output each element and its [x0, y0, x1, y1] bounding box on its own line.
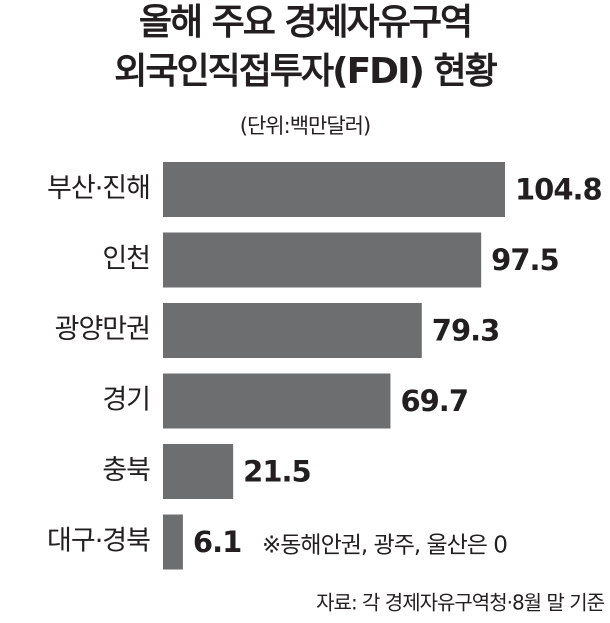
category-label: 부산·진해 [47, 173, 150, 204]
value-label: 69.7 [400, 384, 468, 418]
category-label: 광양만권 [55, 314, 150, 345]
chart-title: 외국인직접투자(FDI) 현황 [114, 51, 497, 92]
value-label: 79.3 [432, 314, 500, 348]
unit-label: (단위:백만달러) [240, 114, 370, 138]
value-label: 21.5 [243, 455, 311, 489]
source: 자료: 각 경제자유구역청·8월 말 기준 [316, 591, 604, 615]
chart-title: 올해 주요 경제자유구역 [139, 2, 471, 43]
bar [163, 514, 183, 570]
value-label: 6.1 [193, 525, 241, 559]
bar [163, 162, 505, 217]
category-label: 대구·경북 [47, 526, 150, 557]
bar [163, 232, 482, 288]
note: ※동해안권, 광주, 울산은 0 [262, 533, 507, 559]
value-label: 97.5 [491, 243, 559, 277]
category-label: 인천 [102, 244, 150, 275]
category-label: 경기 [102, 385, 150, 416]
bar [163, 444, 234, 499]
category-label: 충북 [102, 455, 150, 486]
bar [163, 303, 422, 358]
value-label: 104.8 [515, 173, 602, 207]
bar [163, 373, 391, 429]
